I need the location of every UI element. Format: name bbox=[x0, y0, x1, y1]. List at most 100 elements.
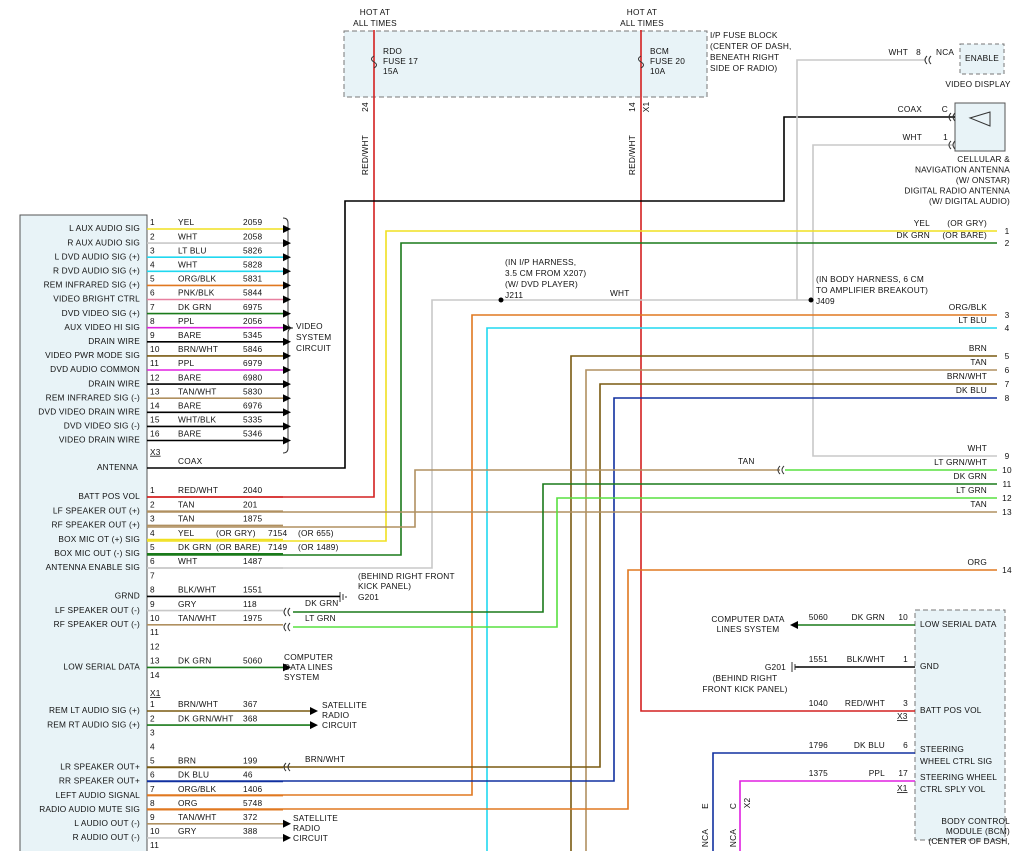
fuse-block bbox=[343, 30, 708, 98]
label: MODULE (BCM) bbox=[946, 826, 1010, 836]
connector bbox=[283, 607, 291, 617]
pin-function: DVD VIDEO DRAIN WIRE bbox=[38, 406, 140, 416]
pin: 2 bbox=[150, 231, 155, 241]
pin: 8 bbox=[150, 585, 155, 595]
pin: 10 bbox=[1002, 465, 1012, 475]
arrowhead bbox=[283, 281, 291, 290]
pin: 4 bbox=[150, 259, 155, 269]
circuit-number: 388 bbox=[243, 826, 258, 836]
pin: 10 bbox=[150, 613, 160, 623]
wire-color: WHT bbox=[178, 259, 198, 269]
circuit-number: 5346 bbox=[243, 429, 262, 439]
fuse bbox=[371, 55, 377, 69]
label: 3.5 CM FROM X207) bbox=[505, 268, 586, 278]
arrowhead bbox=[283, 380, 291, 389]
wire-color: BARE bbox=[178, 330, 202, 340]
label: WHT bbox=[889, 47, 909, 57]
pin: 5 bbox=[150, 542, 155, 552]
connector-id: X3 bbox=[897, 711, 908, 721]
pin: 5 bbox=[150, 274, 155, 284]
wire-alt: (OR BARE) bbox=[942, 230, 987, 240]
pin: 7 bbox=[1005, 379, 1010, 389]
pin: 3 bbox=[150, 245, 155, 255]
wire-color: LT BLU bbox=[178, 245, 207, 255]
label: (W/ DVD PLAYER) bbox=[505, 279, 578, 289]
circuit-number: 6980 bbox=[243, 372, 262, 382]
label: CELLULAR & bbox=[957, 154, 1010, 164]
wire-color: RED/WHT bbox=[178, 485, 218, 495]
wire-color: YEL bbox=[178, 528, 194, 538]
wire-color: BARE bbox=[178, 429, 202, 439]
wire-color: DK GRN bbox=[178, 542, 211, 552]
label: J409 bbox=[816, 296, 835, 306]
connector-id: X1 bbox=[897, 783, 908, 793]
pin: 6 bbox=[150, 556, 155, 566]
label: SIDE OF RADIO) bbox=[710, 63, 777, 73]
circuit-number: 1040 bbox=[809, 698, 828, 708]
label: ENABLE bbox=[965, 53, 999, 63]
wire-color: TAN/WHT bbox=[178, 386, 217, 396]
wire-color: LT GRN/WHT bbox=[934, 457, 987, 467]
wire-color: BARE bbox=[178, 400, 202, 410]
label: CIRCUIT bbox=[322, 720, 357, 730]
circuit-number: 2056 bbox=[243, 316, 262, 326]
circuit-number: 5846 bbox=[243, 344, 262, 354]
wire-color: BRN/WHT bbox=[178, 344, 218, 354]
wire-color: DK BLU bbox=[956, 385, 987, 395]
wire-color: BRN/WHT bbox=[178, 699, 218, 709]
splice bbox=[808, 297, 814, 303]
wire bbox=[147, 569, 997, 810]
wire-alt: (OR GRY) bbox=[947, 218, 987, 228]
antenna-box bbox=[954, 102, 1006, 152]
pin: 3 bbox=[150, 514, 155, 524]
wire-color: BLK/WHT bbox=[847, 654, 885, 664]
circuit-number: 1975 bbox=[243, 613, 262, 623]
label: SYSTEM bbox=[296, 332, 331, 342]
pin: 3 bbox=[150, 727, 155, 737]
label: HOT AT bbox=[360, 7, 390, 17]
pin: 7 bbox=[150, 784, 155, 794]
circuit-number: 5831 bbox=[243, 274, 262, 284]
wire bbox=[712, 752, 915, 851]
circuit-number: 5335 bbox=[243, 415, 262, 425]
label: COAX bbox=[178, 456, 203, 466]
wire-color: BRN bbox=[178, 756, 196, 766]
wire-color: TAN bbox=[970, 357, 987, 367]
pin-function: VIDEO PWR MODE SIG bbox=[45, 350, 140, 360]
pin: 11 bbox=[150, 358, 159, 368]
arrowhead bbox=[283, 337, 291, 346]
pin: 13 bbox=[1002, 507, 1012, 517]
circuit-number: 1551 bbox=[243, 585, 262, 595]
pin-function: RF SPEAKER OUT (-) bbox=[54, 619, 140, 629]
wire bbox=[486, 327, 997, 851]
wire-color: BARE bbox=[178, 372, 202, 382]
label: TAN bbox=[738, 456, 755, 466]
splice bbox=[498, 297, 504, 303]
pin: 6 bbox=[1005, 365, 1010, 375]
label: LT GRN bbox=[305, 613, 336, 623]
pin: 8 bbox=[916, 47, 921, 57]
pin-function: BOX MIC OUT (-) SIG bbox=[54, 548, 140, 558]
label: BCM bbox=[650, 46, 669, 56]
circuit-number: 6975 bbox=[243, 302, 262, 312]
label: 10A bbox=[650, 66, 666, 76]
circuit-number: 367 bbox=[243, 699, 258, 709]
pin-function: LF SPEAKER OUT (+) bbox=[53, 505, 140, 515]
connector-id: X1 bbox=[641, 102, 651, 113]
arrowhead bbox=[283, 351, 291, 360]
connector bbox=[924, 55, 932, 65]
label: G201 bbox=[765, 662, 786, 672]
label: BODY CONTROL bbox=[941, 816, 1010, 826]
label: DATA LINES bbox=[284, 662, 333, 672]
pin-function: REM LT AUDIO SIG (+) bbox=[49, 705, 140, 715]
radio-module bbox=[19, 214, 148, 851]
arrowhead bbox=[310, 721, 318, 730]
circuit-number: 1875 bbox=[243, 514, 262, 524]
label: LINES SYSTEM bbox=[717, 624, 780, 634]
label: (CENTER OF DASH, bbox=[928, 836, 1010, 846]
label: CIRCUIT bbox=[296, 343, 331, 353]
wire bbox=[147, 314, 997, 796]
circuit-number: 5748 bbox=[243, 798, 262, 808]
pin-function: LOW SERIAL DATA bbox=[63, 662, 140, 672]
label: RADIO bbox=[293, 823, 321, 833]
